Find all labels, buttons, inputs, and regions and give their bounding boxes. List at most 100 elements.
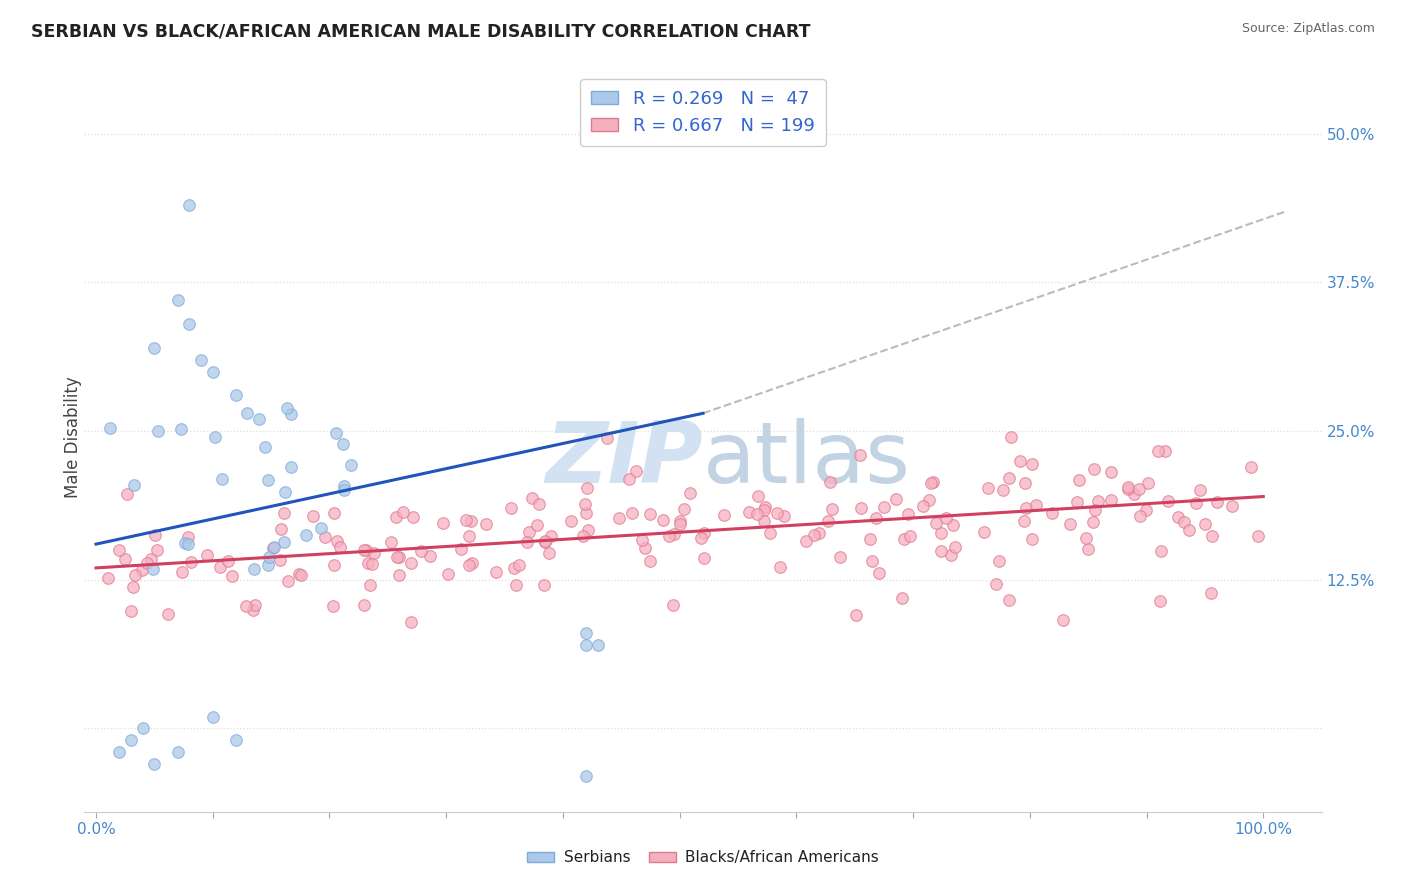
Point xyxy=(280,407,302,421)
Point xyxy=(249,412,271,426)
Point xyxy=(456,512,478,526)
Point xyxy=(817,514,839,528)
Point xyxy=(920,475,942,490)
Point xyxy=(388,568,411,582)
Point xyxy=(301,509,323,524)
Point xyxy=(1012,514,1035,528)
Point xyxy=(399,615,422,629)
Point xyxy=(522,491,544,505)
Point xyxy=(1189,483,1212,498)
Point xyxy=(217,554,239,568)
Point xyxy=(121,581,143,595)
Point xyxy=(652,513,675,527)
Point xyxy=(1087,494,1109,508)
Point xyxy=(139,551,162,566)
Point xyxy=(262,541,284,555)
Point xyxy=(939,548,962,562)
Point xyxy=(166,293,188,308)
Point xyxy=(1059,517,1081,532)
Point xyxy=(693,525,716,540)
Point xyxy=(576,523,599,537)
Point xyxy=(1025,499,1047,513)
Point xyxy=(769,560,792,574)
Point xyxy=(1136,475,1159,490)
Point xyxy=(1135,503,1157,517)
Point xyxy=(263,540,285,554)
Point xyxy=(533,578,555,592)
Point xyxy=(1240,460,1263,475)
Point xyxy=(322,599,344,613)
Point xyxy=(617,472,640,486)
Text: SERBIAN VS BLACK/AFRICAN AMERICAN MALE DISABILITY CORRELATION CHART: SERBIAN VS BLACK/AFRICAN AMERICAN MALE D… xyxy=(31,22,810,40)
Point xyxy=(586,638,609,652)
Point xyxy=(672,501,695,516)
Point xyxy=(621,506,644,520)
Point xyxy=(631,533,654,547)
Point xyxy=(607,510,630,524)
Point xyxy=(873,500,896,515)
Point xyxy=(526,517,548,532)
Point xyxy=(991,483,1014,497)
Point xyxy=(638,554,661,568)
Point xyxy=(918,493,941,508)
Point xyxy=(1129,509,1152,524)
Point xyxy=(290,568,312,582)
Point xyxy=(190,352,212,367)
Point xyxy=(142,562,165,576)
Point xyxy=(1194,516,1216,531)
Point xyxy=(845,608,868,623)
Point xyxy=(807,526,830,541)
Point xyxy=(669,516,692,531)
Point xyxy=(136,556,159,570)
Point xyxy=(893,532,915,546)
Point xyxy=(209,560,232,574)
Point xyxy=(922,475,945,490)
Point xyxy=(333,479,356,493)
Point xyxy=(270,522,292,536)
Point xyxy=(1154,444,1177,458)
Point xyxy=(179,198,201,212)
Point xyxy=(537,546,560,560)
Point xyxy=(859,533,882,547)
Legend: Serbians, Blacks/African Americans: Serbians, Blacks/African Americans xyxy=(520,845,886,871)
Point xyxy=(353,543,375,558)
Point xyxy=(97,571,120,585)
Point xyxy=(146,424,169,438)
Text: ZIP: ZIP xyxy=(546,418,703,501)
Point xyxy=(170,422,193,436)
Point xyxy=(1205,495,1227,509)
Point xyxy=(143,341,166,355)
Point xyxy=(575,626,598,640)
Point xyxy=(624,464,647,478)
Point xyxy=(818,475,841,489)
Point xyxy=(332,437,354,451)
Point xyxy=(131,563,153,577)
Point xyxy=(461,557,484,571)
Point xyxy=(575,506,598,520)
Point xyxy=(1000,430,1022,444)
Point xyxy=(277,574,299,589)
Point xyxy=(225,388,247,402)
Point xyxy=(120,733,142,747)
Point xyxy=(884,492,907,507)
Point xyxy=(508,558,530,573)
Point xyxy=(257,558,280,572)
Point xyxy=(505,578,527,592)
Point xyxy=(499,500,522,515)
Point xyxy=(211,472,233,486)
Point xyxy=(242,602,264,616)
Point xyxy=(1167,510,1189,524)
Point xyxy=(120,603,142,617)
Point xyxy=(638,507,661,521)
Point xyxy=(1201,529,1223,543)
Point xyxy=(221,569,243,583)
Point xyxy=(353,598,375,612)
Point xyxy=(357,556,380,570)
Point xyxy=(1116,482,1139,496)
Point xyxy=(752,502,775,516)
Point xyxy=(1084,503,1107,517)
Point xyxy=(195,548,218,562)
Point xyxy=(399,556,422,570)
Point xyxy=(891,591,914,605)
Point xyxy=(1040,506,1063,520)
